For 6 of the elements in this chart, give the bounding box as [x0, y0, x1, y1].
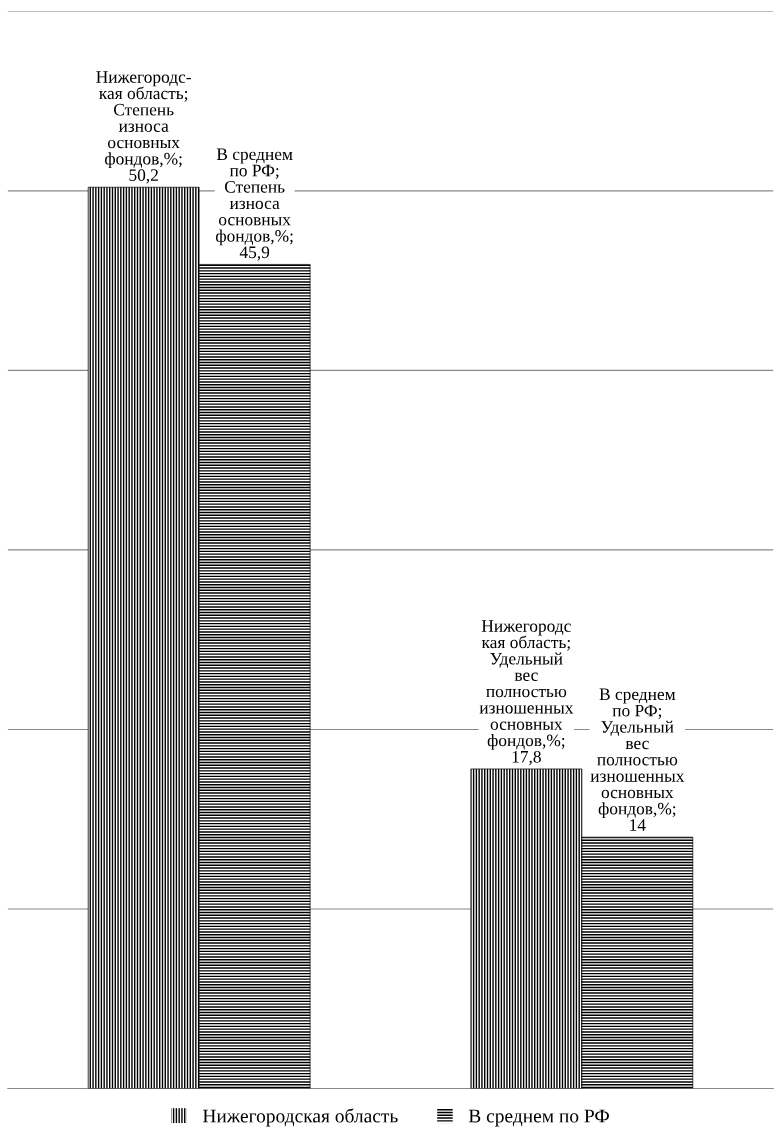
- legend-label: Нижегородская область: [202, 1108, 398, 1127]
- data-label: Нижегородс- кая область; Степень износа основных фондов,%; 50,2: [96, 71, 191, 184]
- text: Нижегородс кая область; Удельный вес полностью изношенных основных фондов,%; 17,8: [479, 620, 574, 766]
- text: В среднем по РФ; Удельный вес полностью изношенных основных фондов,%; 14: [590, 688, 685, 831]
- data-label: В среднем по РФ; Степень износа основных фондов,%; 45,9: [216, 148, 293, 261]
- legend-label: В среднем по РФ: [468, 1109, 609, 1127]
